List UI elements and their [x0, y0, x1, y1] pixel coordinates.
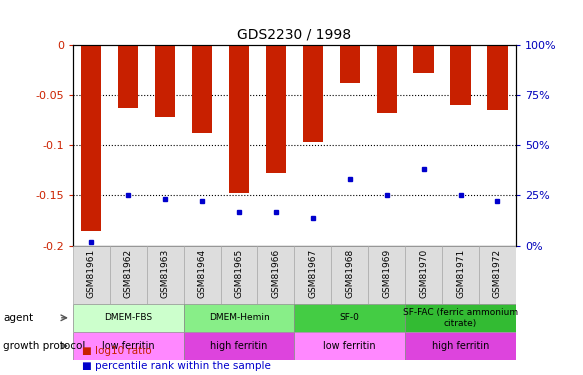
- Bar: [479, 246, 516, 304]
- Text: GSM81967: GSM81967: [308, 249, 317, 298]
- Text: low ferritin: low ferritin: [324, 341, 376, 351]
- Text: high ferritin: high ferritin: [432, 341, 489, 351]
- Text: GSM81966: GSM81966: [272, 249, 280, 298]
- Text: growth protocol: growth protocol: [3, 341, 85, 351]
- Text: GSM81970: GSM81970: [419, 249, 428, 298]
- Bar: [184, 332, 294, 360]
- Bar: [377, 45, 397, 113]
- Text: GSM81965: GSM81965: [234, 249, 244, 298]
- Bar: [294, 246, 331, 304]
- Bar: [331, 246, 368, 304]
- Text: GSM81971: GSM81971: [456, 249, 465, 298]
- Text: SF-FAC (ferric ammonium
citrate): SF-FAC (ferric ammonium citrate): [403, 308, 518, 327]
- Text: ■ log10 ratio: ■ log10 ratio: [82, 346, 151, 356]
- Title: GDS2230 / 1998: GDS2230 / 1998: [237, 27, 352, 41]
- Bar: [81, 45, 101, 231]
- Text: ■ percentile rank within the sample: ■ percentile rank within the sample: [82, 362, 271, 371]
- Bar: [405, 246, 442, 304]
- Bar: [192, 45, 212, 133]
- Text: GSM81972: GSM81972: [493, 249, 502, 298]
- Bar: [73, 246, 110, 304]
- Text: GSM81963: GSM81963: [161, 249, 170, 298]
- Bar: [220, 246, 258, 304]
- Bar: [451, 45, 470, 105]
- Bar: [229, 45, 249, 194]
- Text: DMEM-Hemin: DMEM-Hemin: [209, 314, 269, 322]
- Text: GSM81964: GSM81964: [198, 249, 206, 298]
- Bar: [294, 332, 405, 360]
- Bar: [405, 304, 516, 332]
- Text: low ferritin: low ferritin: [102, 341, 154, 351]
- Bar: [405, 332, 516, 360]
- Bar: [294, 304, 405, 332]
- Bar: [258, 246, 294, 304]
- Text: DMEM-FBS: DMEM-FBS: [104, 314, 152, 322]
- Bar: [184, 304, 294, 332]
- Text: GSM81962: GSM81962: [124, 249, 133, 298]
- Bar: [110, 246, 147, 304]
- Text: GSM81968: GSM81968: [345, 249, 354, 298]
- Text: agent: agent: [3, 313, 33, 323]
- Bar: [73, 332, 184, 360]
- Bar: [303, 45, 323, 142]
- Bar: [184, 246, 220, 304]
- Bar: [487, 45, 508, 110]
- Bar: [413, 45, 434, 73]
- Text: GSM81969: GSM81969: [382, 249, 391, 298]
- Bar: [442, 246, 479, 304]
- Text: high ferritin: high ferritin: [210, 341, 268, 351]
- Text: GSM81961: GSM81961: [87, 249, 96, 298]
- Bar: [147, 246, 184, 304]
- Bar: [73, 304, 184, 332]
- Bar: [155, 45, 175, 117]
- Bar: [340, 45, 360, 83]
- Bar: [118, 45, 138, 108]
- Bar: [266, 45, 286, 173]
- Bar: [368, 246, 405, 304]
- Text: SF-0: SF-0: [340, 314, 360, 322]
